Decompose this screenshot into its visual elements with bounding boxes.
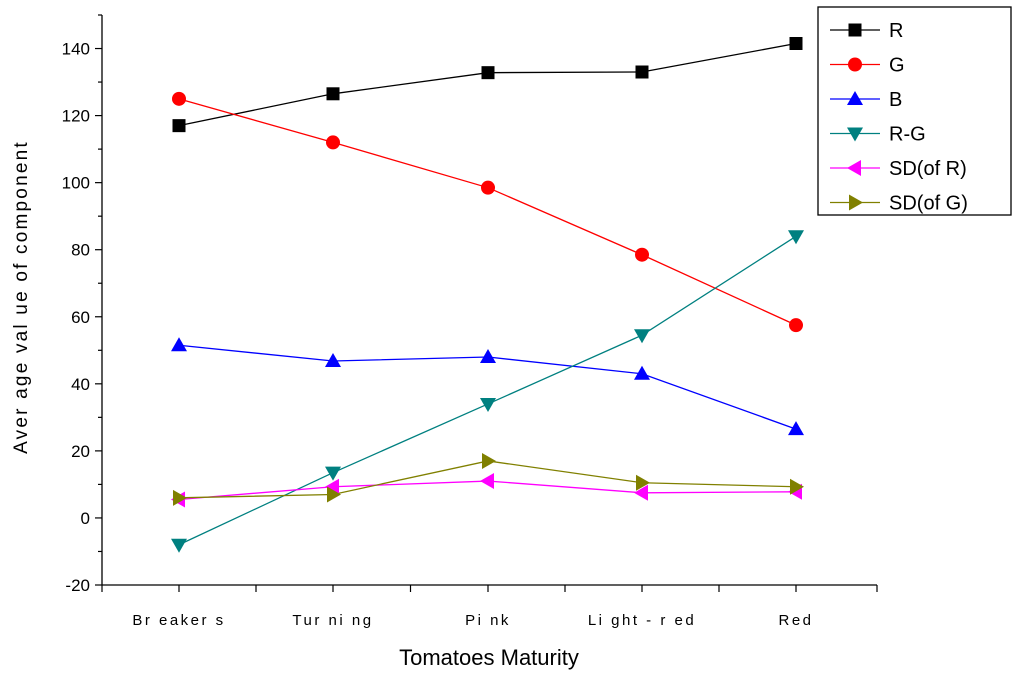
data-point xyxy=(788,230,804,245)
legend-label: SD(of R) xyxy=(889,158,967,180)
y-tick-label: 40 xyxy=(71,375,90,394)
data-point xyxy=(634,329,650,344)
legend-marker xyxy=(848,57,862,72)
y-tick-label: 120 xyxy=(62,107,90,126)
y-tick-label: 0 xyxy=(81,509,90,528)
data-point xyxy=(636,474,650,491)
legend-label: R xyxy=(889,20,903,42)
data-point xyxy=(480,397,496,412)
legend-marker xyxy=(847,91,863,105)
data-point xyxy=(327,486,341,503)
y-tick-label: -20 xyxy=(65,576,90,595)
legend-label: B xyxy=(889,89,902,111)
data-point xyxy=(325,478,339,495)
data-point xyxy=(481,66,495,80)
series-line xyxy=(178,42,797,127)
data-point xyxy=(325,466,341,481)
y-tick-label: 60 xyxy=(71,308,90,327)
data-point xyxy=(173,489,187,506)
x-tick-label: Pi nk xyxy=(465,612,511,629)
x-tick-label: Li ght - r ed xyxy=(588,612,696,629)
series-markers xyxy=(171,37,804,553)
data-point xyxy=(480,349,496,363)
legend-marker xyxy=(847,160,861,176)
data-point xyxy=(635,247,649,262)
y-tick-label: 80 xyxy=(71,241,90,260)
x-tick-label: Red xyxy=(778,612,813,629)
legend: RGB R-G SD(of R) SD(of G) xyxy=(817,6,1012,216)
data-point xyxy=(172,119,186,133)
x-tick-label: Tur ni ng xyxy=(292,612,373,629)
x-tick-label: Br eaker s xyxy=(132,612,225,629)
legend-box xyxy=(817,6,1012,216)
data-point xyxy=(480,473,494,490)
legend-label: SD(of G) xyxy=(889,193,968,215)
y-tick-label: 20 xyxy=(71,442,90,461)
data-point xyxy=(171,538,187,553)
y-axis-title: Aver age val ue of component xyxy=(11,140,32,454)
data-point xyxy=(171,337,187,352)
legend-marker xyxy=(848,23,862,37)
y-tick-label: 100 xyxy=(62,174,90,193)
series-lines xyxy=(178,42,797,546)
x-axis-title: Tomatoes Maturity xyxy=(399,645,579,670)
data-point xyxy=(635,65,649,79)
y-tick-label: 140 xyxy=(62,40,90,59)
legend-label: R-G xyxy=(889,124,926,146)
data-point xyxy=(790,478,804,495)
series-line xyxy=(178,98,797,326)
data-point xyxy=(789,37,803,50)
data-point xyxy=(634,484,648,501)
data-point xyxy=(789,318,803,333)
data-point xyxy=(326,135,340,150)
legend-label: G xyxy=(889,55,905,77)
axes: -20 0 20 40 60 80 100 120 140 Br eaker s Tur ni ng… xyxy=(62,14,878,629)
legend-marker xyxy=(847,127,863,142)
data-point xyxy=(481,180,495,195)
data-point xyxy=(325,353,341,368)
data-point xyxy=(788,421,804,436)
data-point xyxy=(482,452,496,469)
data-point xyxy=(634,365,650,380)
data-point xyxy=(326,87,340,101)
data-point xyxy=(172,91,186,106)
legend-marker xyxy=(849,194,863,211)
